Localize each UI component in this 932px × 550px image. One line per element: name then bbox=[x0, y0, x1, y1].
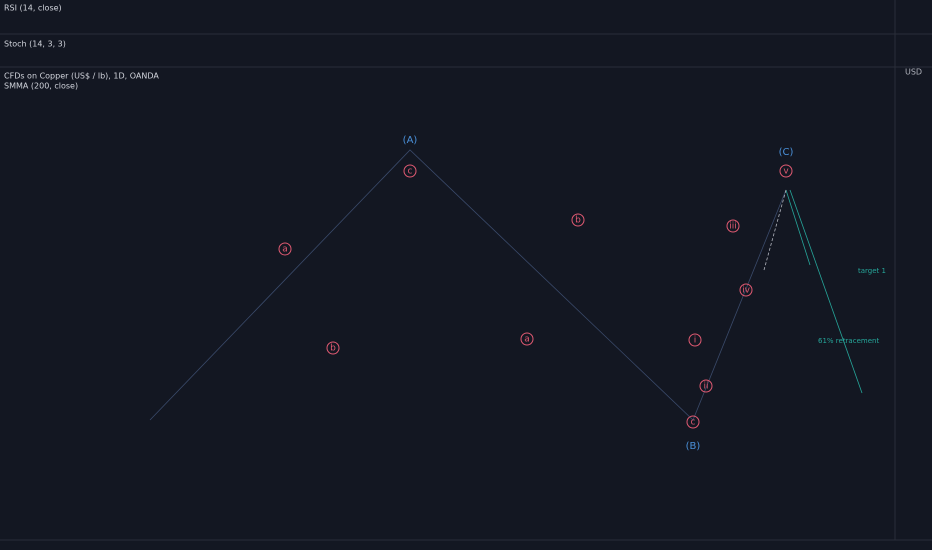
wave-label: (C) bbox=[779, 147, 794, 158]
wave-circle bbox=[779, 164, 793, 178]
wave-label: i bbox=[694, 336, 697, 346]
wave-label: a bbox=[524, 335, 530, 345]
projection bbox=[785, 189, 811, 266]
wave-outline bbox=[149, 149, 787, 421]
annotation: 61% retracement bbox=[818, 337, 879, 345]
wave-labels: (A) c a b a b c (B) (C) v iii iv ii i ta… bbox=[278, 135, 886, 452]
wave-circle bbox=[278, 242, 292, 256]
annotation: target 1 bbox=[858, 267, 886, 275]
wave-circle bbox=[326, 341, 340, 355]
wave-circle bbox=[403, 164, 417, 178]
wave-label: (A) bbox=[403, 135, 418, 146]
wave-circle bbox=[571, 213, 585, 227]
wave-label: iii bbox=[729, 222, 737, 232]
wave-lines bbox=[149, 149, 863, 421]
wave-circle bbox=[726, 219, 740, 233]
pane-title: RSI (14, close) bbox=[4, 4, 62, 13]
wave-label: (B) bbox=[686, 441, 701, 452]
wave-circle bbox=[739, 283, 753, 297]
wave-label: ii bbox=[703, 382, 708, 392]
wave-label: iv bbox=[742, 286, 751, 296]
price-axis bbox=[895, 0, 932, 550]
wedge bbox=[763, 189, 787, 271]
legend-entry: SMMA (200, close) bbox=[4, 82, 78, 91]
unit-label: USD bbox=[905, 68, 922, 77]
wave-label: b bbox=[575, 216, 581, 226]
wave-circle bbox=[686, 415, 700, 429]
wave-label: b bbox=[330, 344, 336, 354]
wave-label: c bbox=[691, 418, 696, 428]
wave-label: v bbox=[783, 167, 789, 177]
pane-title: Stoch (14, 3, 3) bbox=[4, 40, 66, 49]
projection bbox=[789, 189, 863, 394]
wave-circle bbox=[520, 332, 534, 346]
wave-circle bbox=[688, 333, 702, 347]
wave-circle bbox=[699, 379, 713, 393]
wave-label: a bbox=[282, 245, 288, 255]
chart-title: CFDs on Copper (US$ / lb), 1D, OANDA bbox=[4, 72, 159, 81]
wave-label: c bbox=[408, 167, 413, 177]
